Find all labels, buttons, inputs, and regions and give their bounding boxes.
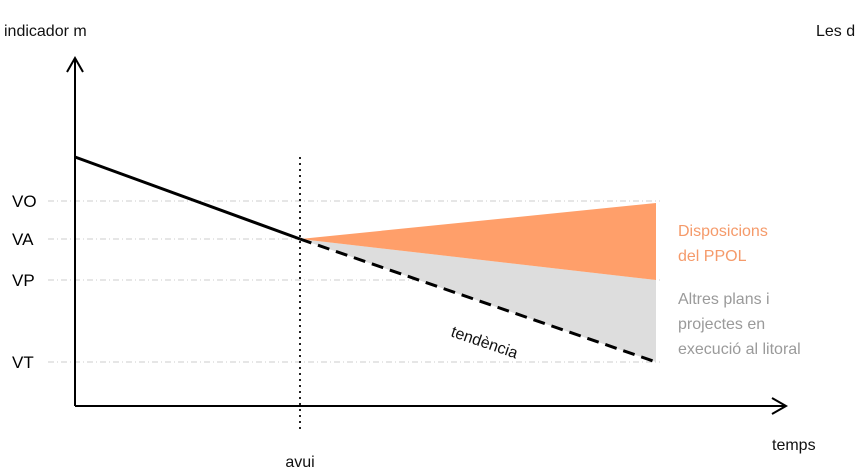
- others-annotation-line-2: projectes en: [678, 316, 765, 333]
- historic-line: [74, 155, 301, 241]
- level-label-vp: VP: [12, 271, 35, 290]
- ppol-area: [300, 203, 656, 280]
- others-annotation-line-3: execució al litoral: [678, 341, 801, 358]
- y-axis-arrow: [66, 55, 84, 73]
- ppol-annotation-line-1: Disposicions: [678, 223, 768, 240]
- trend-line: [299, 237, 657, 364]
- y-axis-label: indicador m: [4, 23, 87, 40]
- today-label: avui: [285, 454, 314, 470]
- ppol-annotation-line-2: del PPOL: [678, 248, 747, 265]
- level-label-va: VA: [12, 230, 34, 249]
- x-axis-label: temps: [772, 437, 816, 454]
- x-axis-arrow: [771, 397, 789, 415]
- level-label-vt: VT: [12, 353, 34, 372]
- level-label-vo: VO: [12, 192, 37, 211]
- trend-label: tendència: [449, 324, 520, 363]
- others-annotation-line-1: Altres plans i: [678, 291, 770, 308]
- corner-text: Les d: [816, 23, 855, 40]
